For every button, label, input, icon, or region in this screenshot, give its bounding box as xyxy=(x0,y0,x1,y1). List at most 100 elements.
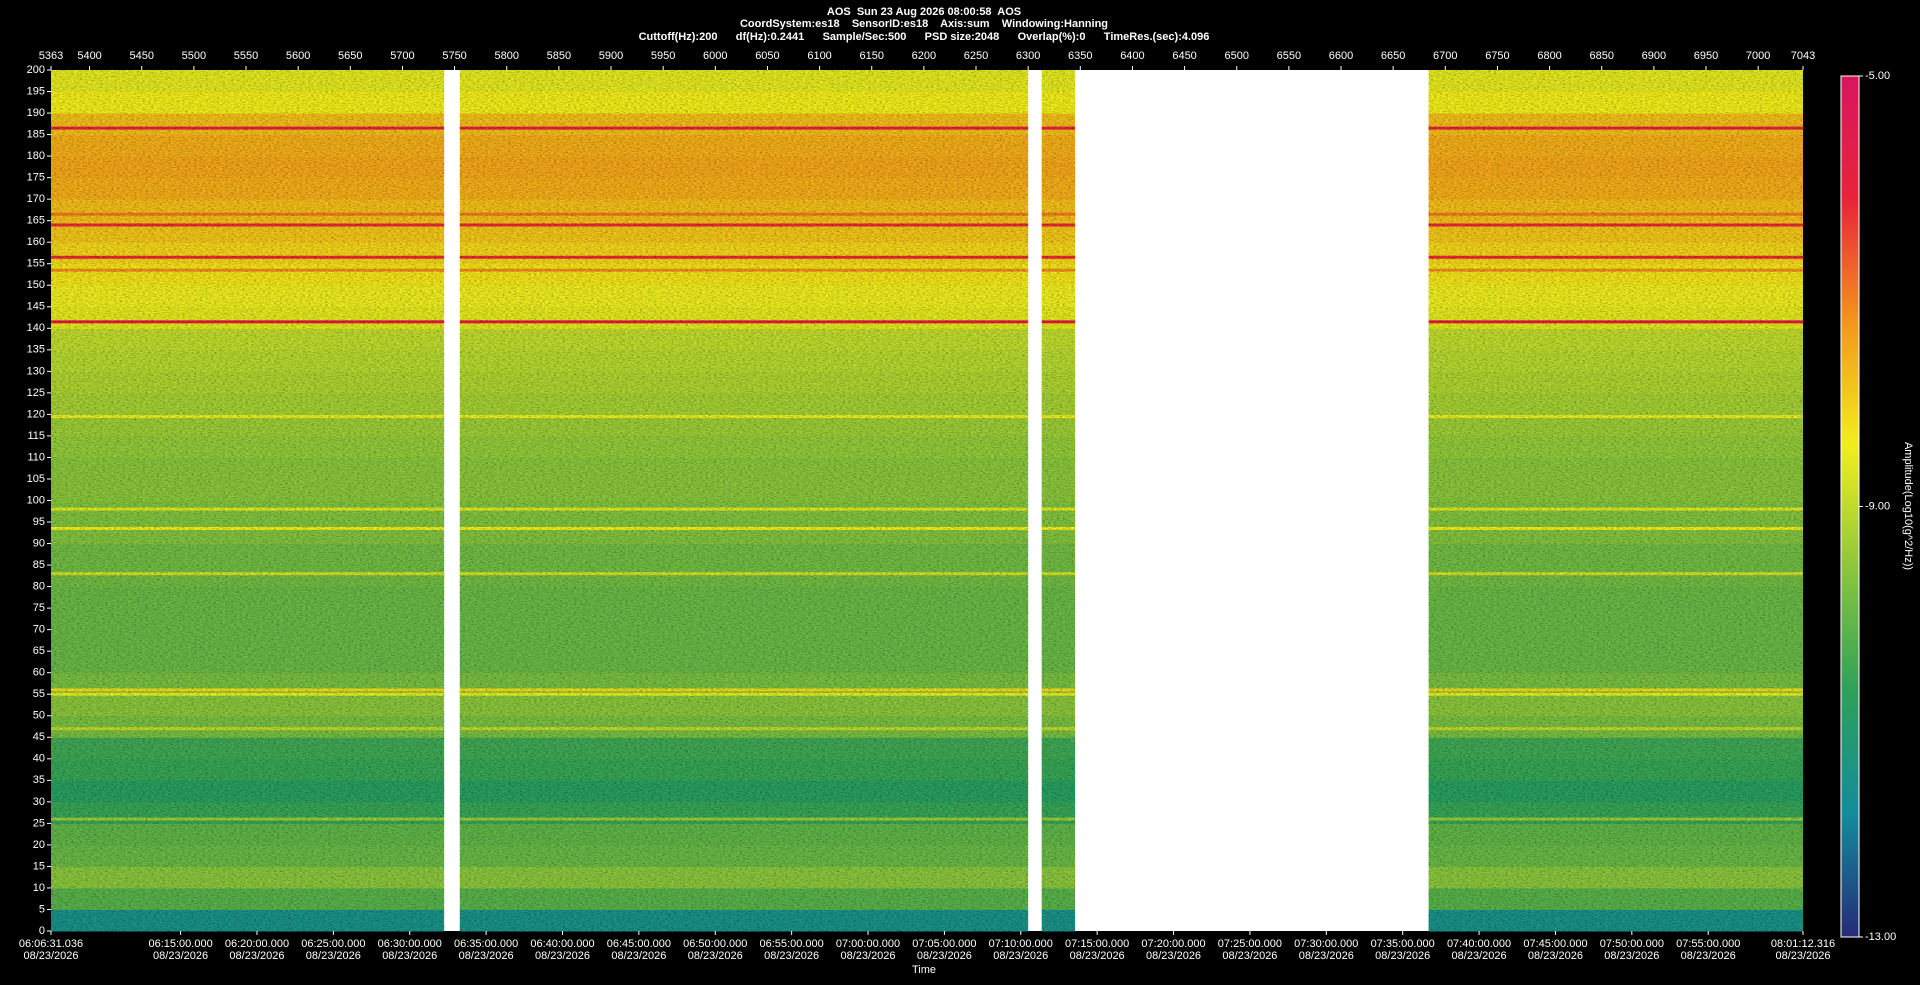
time-tick-date: 08/23/2026 xyxy=(1222,950,1277,962)
frequency-band xyxy=(51,414,445,437)
frequency-band xyxy=(459,285,1029,308)
frequency-band xyxy=(1428,242,1803,265)
tone-line xyxy=(459,688,1029,692)
frequency-band xyxy=(1428,371,1803,394)
frequency-band xyxy=(51,371,445,394)
frequency-band xyxy=(1041,285,1076,308)
frequency-band xyxy=(459,349,1029,372)
time-tick-date: 08/23/2026 xyxy=(535,950,590,962)
x-tick-label: 7043 xyxy=(1791,50,1815,62)
frequency-band xyxy=(1041,414,1076,437)
frequency-band xyxy=(51,156,445,179)
frequency-band xyxy=(1428,199,1803,222)
y-tick-label: 10 xyxy=(33,882,45,894)
frequency-band xyxy=(459,263,1029,286)
tone-line xyxy=(459,572,1029,576)
tone-line xyxy=(1428,212,1803,216)
tone-line xyxy=(459,223,1029,227)
frequency-band xyxy=(1041,199,1076,222)
frequency-band xyxy=(459,801,1029,824)
tone-line xyxy=(1041,727,1076,731)
frequency-band xyxy=(51,199,445,222)
x-tick-label: 6800 xyxy=(1537,50,1561,62)
x-tick-label: 5850 xyxy=(547,50,571,62)
frequency-band xyxy=(1428,694,1803,717)
tone-line xyxy=(1428,255,1803,259)
tone-line xyxy=(1041,507,1076,511)
frequency-band xyxy=(1041,91,1076,114)
frequency-band xyxy=(1428,823,1803,846)
time-tick-date: 08/23/2026 xyxy=(1775,950,1830,962)
frequency-band xyxy=(1428,737,1803,760)
frequency-band xyxy=(51,823,445,846)
frequency-band xyxy=(1428,629,1803,652)
frequency-band xyxy=(1041,823,1076,846)
time-tick-date: 08/23/2026 xyxy=(764,950,819,962)
chart-title: AOS Sun 23 Aug 2026 08:00:58 AOS xyxy=(827,6,1021,18)
frequency-band xyxy=(51,801,445,824)
frequency-band xyxy=(51,113,445,136)
x-tick-label: 7000 xyxy=(1746,50,1770,62)
frequency-band xyxy=(459,70,1029,93)
frequency-band xyxy=(51,285,445,308)
time-tick-date: 08/23/2026 xyxy=(306,950,361,962)
frequency-band xyxy=(51,91,445,114)
frequency-band xyxy=(1041,113,1076,136)
time-tick-label: 06:25:00.000 xyxy=(301,938,365,950)
frequency-band xyxy=(1041,242,1076,265)
time-tick-date: 08/23/2026 xyxy=(688,950,743,962)
time-tick-date: 08/23/2026 xyxy=(917,950,972,962)
y-tick-label: 125 xyxy=(27,387,45,399)
y-tick-label: 0 xyxy=(39,925,45,937)
colorbar-tick-label: -13.00 xyxy=(1865,931,1896,943)
y-tick-label: 25 xyxy=(33,817,45,829)
y-tick-label: 165 xyxy=(27,215,45,227)
x-tick-label: 6350 xyxy=(1068,50,1092,62)
tone-line xyxy=(459,526,1029,530)
frequency-band xyxy=(1041,715,1076,738)
x-tick-label: 6700 xyxy=(1433,50,1457,62)
y-tick-label: 15 xyxy=(33,860,45,872)
y-tick-label: 175 xyxy=(27,172,45,184)
frequency-band xyxy=(1428,866,1803,889)
data-segment xyxy=(459,70,1029,932)
time-tick-label: 06:35:00.000 xyxy=(454,938,518,950)
frequency-band xyxy=(459,199,1029,222)
frequency-band xyxy=(459,328,1029,351)
frequency-band xyxy=(51,608,445,631)
time-tick-label: 07:30:00.000 xyxy=(1294,938,1358,950)
x-tick-label: 6750 xyxy=(1485,50,1509,62)
time-tick-label: 06:50:00.000 xyxy=(683,938,747,950)
time-tick-date: 08/23/2026 xyxy=(1146,950,1201,962)
frequency-band xyxy=(1041,844,1076,867)
tone-line xyxy=(51,223,445,227)
time-tick-label: 07:55:00.000 xyxy=(1676,938,1740,950)
frequency-band xyxy=(459,780,1029,803)
frequency-band xyxy=(1041,522,1076,545)
tone-line xyxy=(1041,817,1076,821)
frequency-band xyxy=(1041,134,1076,157)
x-tick-label: 6100 xyxy=(807,50,831,62)
tone-line xyxy=(1041,692,1076,696)
frequency-band xyxy=(51,177,445,200)
x-tick-label: 6150 xyxy=(859,50,883,62)
tone-line xyxy=(1428,526,1803,530)
frequency-band xyxy=(1041,457,1076,480)
y-tick-label: 190 xyxy=(27,107,45,119)
frequency-band xyxy=(1041,565,1076,588)
tone-line xyxy=(459,255,1029,259)
tone-line xyxy=(51,268,445,272)
x-tick-label: 6000 xyxy=(703,50,727,62)
data-segment xyxy=(51,70,445,932)
frequency-band xyxy=(1428,414,1803,437)
tone-line xyxy=(1041,688,1076,692)
frequency-band xyxy=(459,457,1029,480)
x-tick-label: 6450 xyxy=(1172,50,1196,62)
time-tick-date: 08/23/2026 xyxy=(1528,950,1583,962)
time-tick-label: 06:40:00.000 xyxy=(530,938,594,950)
frequency-band xyxy=(51,70,445,93)
frequency-band xyxy=(459,672,1029,695)
frequency-band xyxy=(459,306,1029,329)
y-tick-label: 140 xyxy=(27,322,45,334)
